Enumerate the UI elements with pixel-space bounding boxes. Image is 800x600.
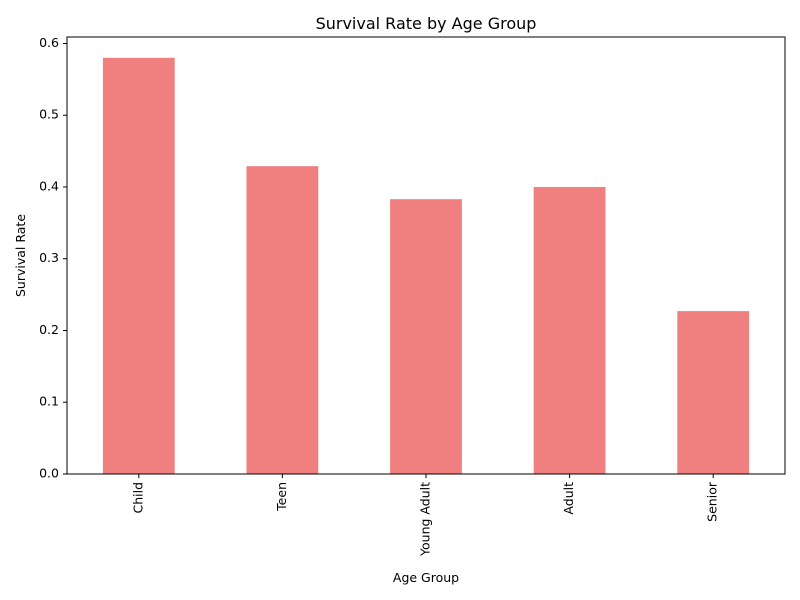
x-axis: Child Teen Young Adult Adult Senior (130, 474, 720, 557)
x-axis-label: Age Group (393, 570, 459, 585)
bar-child (102, 57, 175, 475)
y-axis: 0.0 0.1 0.2 0.3 0.4 0.5 0.6 (39, 35, 67, 481)
y-axis-label: Survival Rate (13, 214, 28, 297)
y-tick-label: 0.5 (39, 107, 59, 122)
y-tick-label: 0.3 (39, 250, 59, 265)
y-tick-label: 0.0 (39, 466, 59, 481)
bar-adult (533, 186, 606, 474)
x-tick-label: Teen (274, 482, 289, 512)
y-tick-label: 0.4 (39, 178, 59, 193)
y-tick-label: 0.6 (39, 35, 59, 50)
bar-teen (246, 166, 319, 474)
bars-group (102, 57, 750, 475)
x-tick-label: Senior (705, 481, 720, 522)
x-tick-label: Child (130, 482, 145, 514)
plot-frame (66, 36, 786, 475)
bar-young-adult (390, 199, 462, 474)
x-tick-label: Adult (561, 482, 576, 515)
x-tick-label: Young Adult (418, 482, 433, 557)
bar-senior (677, 311, 750, 474)
y-tick-label: 0.2 (39, 322, 59, 337)
y-tick-label: 0.1 (39, 394, 59, 409)
chart-title: Survival Rate by Age Group (316, 14, 537, 33)
